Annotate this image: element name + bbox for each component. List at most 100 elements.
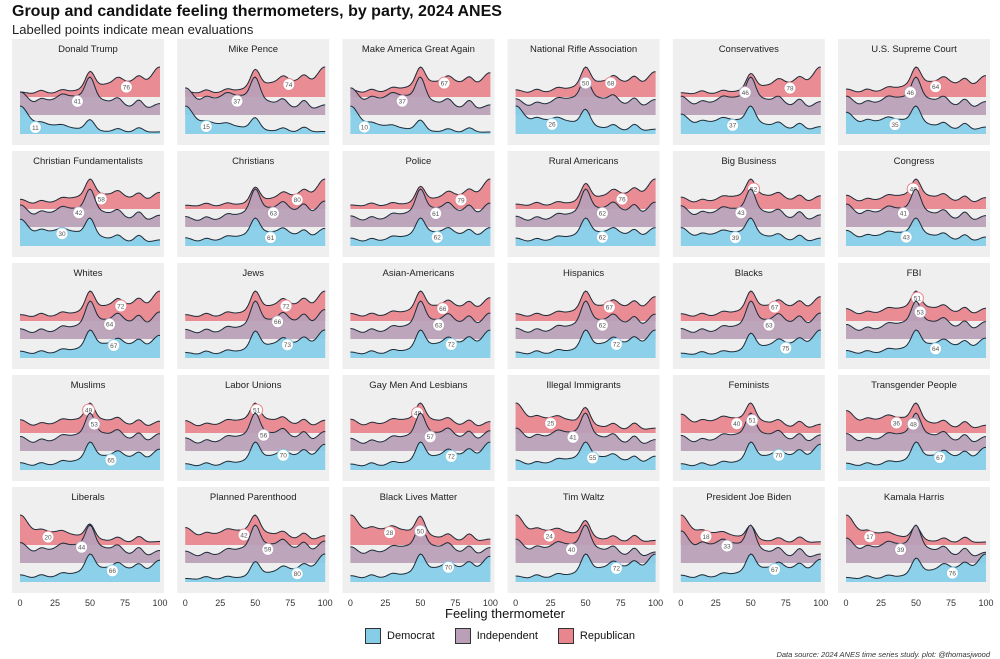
- density-line-independent: [680, 188, 821, 220]
- panel-title: President Joe Biden: [706, 492, 791, 503]
- density-line-democrat: [680, 553, 821, 578]
- panel-title: Mike Pence: [228, 44, 278, 55]
- density-line-independent: [845, 188, 987, 220]
- mean-label-democrat: 72: [613, 566, 621, 573]
- mean-label-independent: 48: [910, 421, 918, 428]
- density-line-independent: [350, 412, 491, 444]
- legend-item-independent: Independent: [454, 628, 538, 644]
- density-line-republican: [350, 290, 491, 317]
- density-line-republican: [19, 402, 161, 426]
- panel-transgender-people: Transgender People 36 48 67: [838, 375, 990, 481]
- x-tick-label: 75: [946, 598, 956, 608]
- panel-title: Tim Waltz: [563, 492, 605, 503]
- mean-label-democrat: 26: [548, 122, 556, 129]
- mean-marker-democrat: [290, 567, 304, 581]
- mean-label-republican: 66: [439, 306, 447, 313]
- mean-label-democrat: 11: [32, 125, 39, 132]
- mean-marker-democrat: [104, 453, 118, 467]
- density-line-independent: [845, 300, 987, 331]
- density-line-republican: [185, 66, 326, 94]
- density-line-republican: [19, 290, 161, 317]
- density-line-republican: [515, 178, 656, 206]
- mean-marker-independent: [913, 305, 927, 319]
- mean-marker-independent: [762, 318, 776, 332]
- mean-marker-republican: [437, 76, 451, 90]
- mean-marker-republican: [783, 81, 797, 95]
- density-area-democrat: [846, 106, 986, 134]
- mean-marker-independent: [896, 206, 910, 220]
- mean-marker-independent: [266, 206, 280, 220]
- panel-christian-fundamentalists: Christian Fundamentalists 58 42 30: [12, 151, 164, 257]
- mean-marker-republican: [730, 417, 744, 431]
- mean-marker-independent: [72, 206, 86, 220]
- mean-marker-democrat: [933, 450, 947, 464]
- density-line-democrat: [19, 105, 160, 133]
- mean-label-democrat: 76: [949, 570, 957, 577]
- density-line-republican: [185, 402, 326, 427]
- mean-marker-republican: [282, 77, 296, 91]
- mean-marker-democrat: [899, 230, 913, 244]
- density-line-republican: [680, 66, 821, 95]
- panel-title: Gay Men And Lesbians: [369, 380, 467, 391]
- mean-marker-republican: [604, 76, 618, 90]
- mean-label-democrat: 64: [932, 346, 940, 353]
- legend-swatch-democrat: [365, 628, 382, 644]
- mean-label-republican: 76: [123, 84, 131, 91]
- mean-marker-republican: [929, 80, 943, 94]
- mean-marker-independent: [257, 428, 271, 442]
- mean-label-independent: 33: [723, 543, 731, 550]
- mean-marker-democrat: [945, 566, 959, 580]
- mean-marker-independent: [745, 413, 759, 427]
- mean-marker-democrat: [609, 561, 623, 575]
- mean-label-democrat: 67: [110, 343, 118, 350]
- density-area-democrat: [20, 218, 160, 246]
- density-line-democrat: [515, 105, 656, 131]
- mean-marker-independent: [565, 543, 579, 557]
- density-area-independent: [20, 413, 160, 451]
- density-line-independent: [19, 188, 161, 220]
- panel-title: Christians: [232, 156, 274, 167]
- density-line-republican: [680, 178, 821, 203]
- panel-jews: Jews 72 66 73: [177, 263, 330, 369]
- mean-label-republican: 67: [771, 304, 779, 311]
- density-area-independent: [515, 189, 656, 227]
- density-line-independent: [680, 412, 821, 443]
- density-area-independent: [515, 525, 656, 563]
- mean-label-democrat: 72: [613, 342, 621, 349]
- density-area-independent: [20, 301, 160, 339]
- density-line-democrat: [350, 441, 491, 467]
- mean-label-republican: 68: [607, 80, 615, 87]
- mean-label-democrat: 62: [599, 235, 607, 242]
- x-tick-label: 50: [581, 598, 591, 608]
- x-tick-label: 0: [348, 598, 353, 608]
- mean-marker-republican: [290, 193, 304, 207]
- density-line-democrat: [350, 217, 491, 242]
- mean-marker-democrat: [609, 337, 623, 351]
- mean-label-republican: 48: [910, 186, 918, 193]
- legend-swatch-independent: [454, 628, 471, 644]
- chart-title: Group and candidate feeling thermometers…: [12, 3, 502, 20]
- panel-big-business: Big Business 52 43 39: [672, 151, 825, 257]
- mean-label-democrat: 72: [448, 454, 456, 461]
- density-area-independent: [515, 301, 656, 339]
- density-area-independent: [350, 525, 491, 563]
- mean-marker-democrat: [280, 338, 294, 352]
- panel-rural-americans: Rural Americans 76 62 62: [507, 151, 660, 257]
- mean-label-independent: 62: [599, 211, 607, 218]
- density-area-independent: [185, 301, 326, 339]
- density-area-democrat: [185, 106, 326, 134]
- density-area-independent: [185, 413, 326, 451]
- panel-title: Whites: [73, 268, 102, 279]
- density-line-republican: [845, 290, 987, 315]
- panel-title: Conservatives: [719, 44, 779, 55]
- density-line-democrat: [185, 329, 326, 355]
- mean-marker-republican: [41, 530, 55, 544]
- density-area-democrat: [846, 330, 986, 358]
- density-line-independent: [845, 412, 987, 443]
- mean-label-democrat: 37: [729, 123, 737, 130]
- mean-label-independent: 53: [91, 421, 99, 428]
- x-tick-label: 75: [285, 598, 295, 608]
- x-tick-label: 75: [781, 598, 791, 608]
- density-line-republican: [20, 66, 161, 94]
